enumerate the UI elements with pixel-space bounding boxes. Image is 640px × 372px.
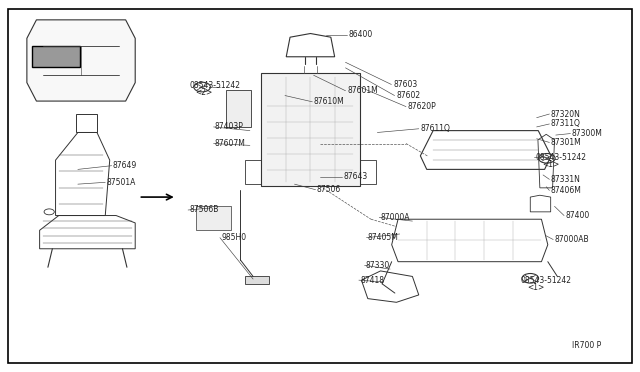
Bar <box>196 206 231 230</box>
Text: 87610M: 87610M <box>314 97 344 106</box>
Text: 87506B: 87506B <box>189 205 219 215</box>
Text: 87403P: 87403P <box>215 122 244 131</box>
Text: <1>: <1> <box>527 283 545 292</box>
Text: 87405M: 87405M <box>368 233 399 242</box>
Text: 87301M: 87301M <box>550 138 581 147</box>
Text: 87643: 87643 <box>344 172 368 181</box>
Text: <1>: <1> <box>541 160 559 169</box>
Text: 87501A: 87501A <box>106 178 136 187</box>
Text: 87601M: 87601M <box>348 86 378 95</box>
Text: 87331N: 87331N <box>550 175 580 184</box>
Text: 87000A: 87000A <box>381 213 410 222</box>
Text: 87330: 87330 <box>366 261 390 270</box>
Text: 87400: 87400 <box>565 211 589 220</box>
Text: 87649: 87649 <box>113 161 137 170</box>
Text: 87320N: 87320N <box>550 109 580 119</box>
Bar <box>261 73 360 186</box>
Text: IR700 P: IR700 P <box>572 341 601 350</box>
Text: <2>: <2> <box>196 89 213 97</box>
Text: 86400: 86400 <box>349 30 373 39</box>
Text: 08543-51242: 08543-51242 <box>521 276 572 285</box>
Text: 08543-51242: 08543-51242 <box>189 81 241 90</box>
Text: 87406M: 87406M <box>550 186 582 195</box>
Text: 87300M: 87300M <box>572 129 603 138</box>
Bar <box>226 90 252 127</box>
Text: 87607M: 87607M <box>215 139 246 148</box>
Text: 87311Q: 87311Q <box>550 119 580 128</box>
Text: 87620P: 87620P <box>407 102 436 111</box>
Bar <box>32 46 79 67</box>
Text: 08543-51242: 08543-51242 <box>536 153 586 162</box>
Text: 87611Q: 87611Q <box>420 124 450 133</box>
Bar <box>245 276 269 284</box>
Text: 87000AB: 87000AB <box>554 235 589 244</box>
Text: 87418: 87418 <box>360 276 384 285</box>
FancyBboxPatch shape <box>8 9 632 363</box>
Polygon shape <box>27 20 135 101</box>
Text: 985H0: 985H0 <box>221 233 246 242</box>
Text: 87603: 87603 <box>394 80 417 89</box>
Text: 87602: 87602 <box>396 91 420 100</box>
Text: 87506: 87506 <box>317 185 341 194</box>
